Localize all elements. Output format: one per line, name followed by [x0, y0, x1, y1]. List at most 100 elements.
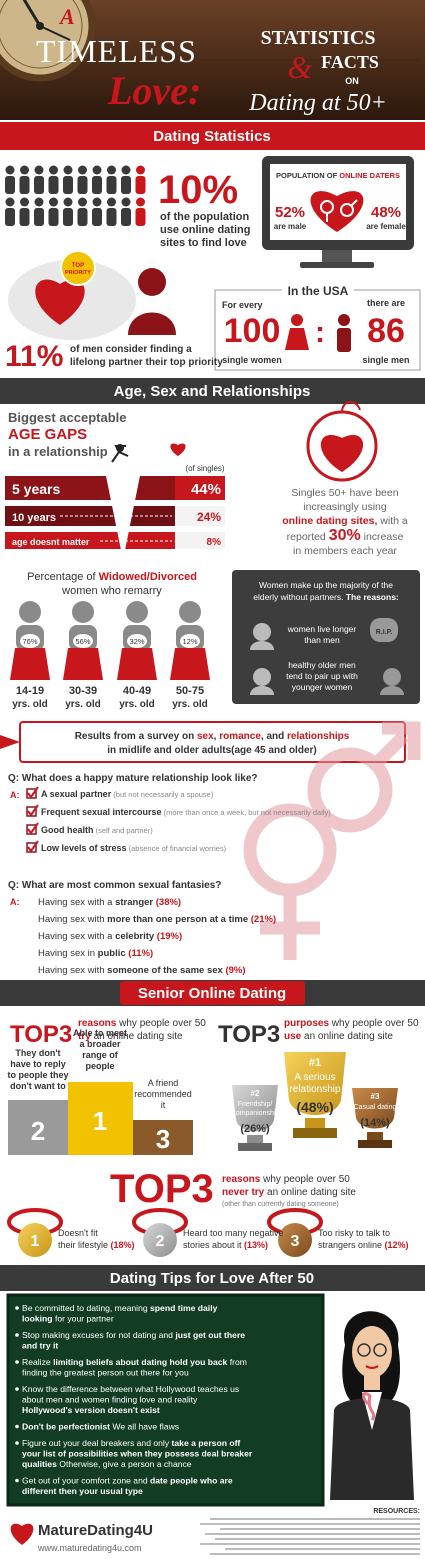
- text-span: Results from a survey on: [75, 731, 197, 742]
- subtitle: FACTS: [321, 52, 379, 72]
- gravestone-text: R.I.P.: [376, 629, 393, 636]
- person-icon: [78, 197, 87, 207]
- text-span: Know the difference between what Hollywo…: [22, 1384, 239, 1394]
- tip-line: Realize limiting beliefs about dating ho…: [22, 1357, 247, 1367]
- body-text: online dating sites, with a: [282, 515, 408, 527]
- pct-label: 76%: [22, 637, 37, 646]
- trophy-rank: #1: [309, 1057, 321, 1069]
- person-icon: [136, 197, 145, 207]
- text-span: different then your usual type: [22, 1486, 143, 1496]
- woman-figure: [19, 601, 41, 623]
- podium-caption: a broader: [79, 1039, 121, 1049]
- stat-text: of men consider finding a: [70, 344, 192, 355]
- trophy-pct: (14%): [360, 1117, 390, 1129]
- person-icon: [92, 208, 102, 226]
- podium-rank: 2: [31, 1116, 45, 1146]
- person-icon: [121, 197, 131, 207]
- text-span: their lifestyle: [58, 1240, 111, 1250]
- stat-text: single women: [222, 355, 282, 365]
- person-icon: [106, 208, 117, 226]
- bullet: [15, 1360, 19, 1364]
- text-span: never try: [222, 1187, 265, 1198]
- tip-line: about men and women finding love and rea…: [22, 1395, 198, 1405]
- podium-rank: 1: [93, 1106, 107, 1136]
- gap-pct: 8%: [207, 537, 222, 548]
- stat-number: 86: [367, 312, 405, 350]
- medal-text: Heard too many negative: [183, 1228, 284, 1238]
- text-span: elderly without partners.: [253, 592, 346, 602]
- age-label: yrs. old: [12, 699, 48, 710]
- text-span: finding the greatest person out there fo…: [22, 1368, 189, 1378]
- medals: [7, 1208, 323, 1257]
- tip-line: your list of possibilities when they pos…: [22, 1449, 253, 1459]
- bullet: [15, 1306, 19, 1310]
- text-span: online dating sites,: [282, 515, 377, 527]
- text-span: Figure out your deal breakers and only: [22, 1438, 172, 1448]
- text-span: why people over 50: [329, 1018, 419, 1029]
- person-icon: [48, 176, 59, 194]
- heading: Percentage of Widowed/Divorced: [27, 571, 197, 583]
- text-span: strangers online: [318, 1240, 385, 1250]
- podium-caption: have to reply: [10, 1059, 66, 1069]
- gap-pct: 44%: [191, 481, 221, 498]
- stat-text: are male: [274, 222, 307, 231]
- trophy-pct: (48%): [296, 1099, 333, 1115]
- body-text: than men: [304, 635, 340, 645]
- person-icon: [19, 176, 30, 194]
- resources-title: RESOURCES:: [373, 1508, 420, 1515]
- priority-illustration: [8, 250, 176, 340]
- text-span: Get out of your comfort zone and: [22, 1476, 150, 1486]
- tip-line: looking for your partner: [22, 1314, 114, 1324]
- monitor-title: POPULATION OF ONLINE DATERS: [276, 171, 400, 180]
- medal-rank: 3: [291, 1233, 300, 1250]
- tip-line: Hollywood's version doesn't exist: [22, 1405, 160, 1415]
- trophy-label: Friendship/: [238, 1101, 273, 1108]
- pct-badge: [180, 634, 200, 648]
- tip-line: finding the greatest person out there fo…: [22, 1368, 189, 1378]
- person-icon: [135, 176, 146, 194]
- body-text: women live longer: [287, 624, 357, 634]
- text-span: (more than once a week, but not necessar…: [162, 808, 332, 817]
- section-band: [0, 1265, 425, 1291]
- podium-caption: people: [85, 1061, 114, 1071]
- person-icon: [106, 176, 117, 194]
- section-title: Senior Online Dating: [138, 985, 286, 1002]
- age-gap-bars: [5, 443, 225, 560]
- gap-label: age doesnt matter: [12, 537, 90, 547]
- age-label: 14-19: [16, 685, 44, 697]
- url: www.maturedating4u.com: [37, 1543, 142, 1553]
- checkmarks: [27, 786, 39, 853]
- woman-figure: [117, 648, 157, 680]
- body-text: increasingly using: [303, 501, 387, 513]
- text-span: (11%): [126, 948, 153, 959]
- age-label: 30-39: [69, 685, 97, 697]
- text-span: Stop making excuses for not dating and: [22, 1330, 175, 1340]
- person-icon: [34, 197, 44, 207]
- answer: Having sex in public (11%): [38, 948, 153, 959]
- text-span: relationships: [287, 731, 350, 742]
- pct-badge: [20, 634, 40, 648]
- text-span: , and: [261, 731, 287, 742]
- reasons-box: [232, 570, 420, 704]
- trophy-label: relationship: [289, 1084, 341, 1095]
- stat-text: sites to find love: [160, 237, 247, 249]
- section-title: Dating Statistics: [153, 128, 271, 145]
- person-icon: [34, 165, 44, 175]
- bullet: [15, 1387, 19, 1391]
- text-span: looking: [22, 1314, 53, 1324]
- answer: Having sex with a celebrity (19%): [38, 931, 182, 942]
- trophy-label: A serious: [294, 1072, 335, 1083]
- person-icon: [63, 208, 73, 226]
- answer: Good health (self and partner): [41, 825, 153, 835]
- answer: Having sex with a stranger (38%): [38, 897, 181, 908]
- text-span: an online dating site: [301, 1031, 393, 1042]
- text-span: an online dating site: [264, 1187, 356, 1198]
- podium-caption: range of: [82, 1050, 119, 1060]
- text-span: spend time daily: [150, 1303, 218, 1313]
- heart-mouse: [306, 401, 378, 482]
- person-icon: [92, 176, 102, 194]
- woman-figure: [179, 601, 201, 623]
- subheading: never try an online dating site: [222, 1187, 356, 1198]
